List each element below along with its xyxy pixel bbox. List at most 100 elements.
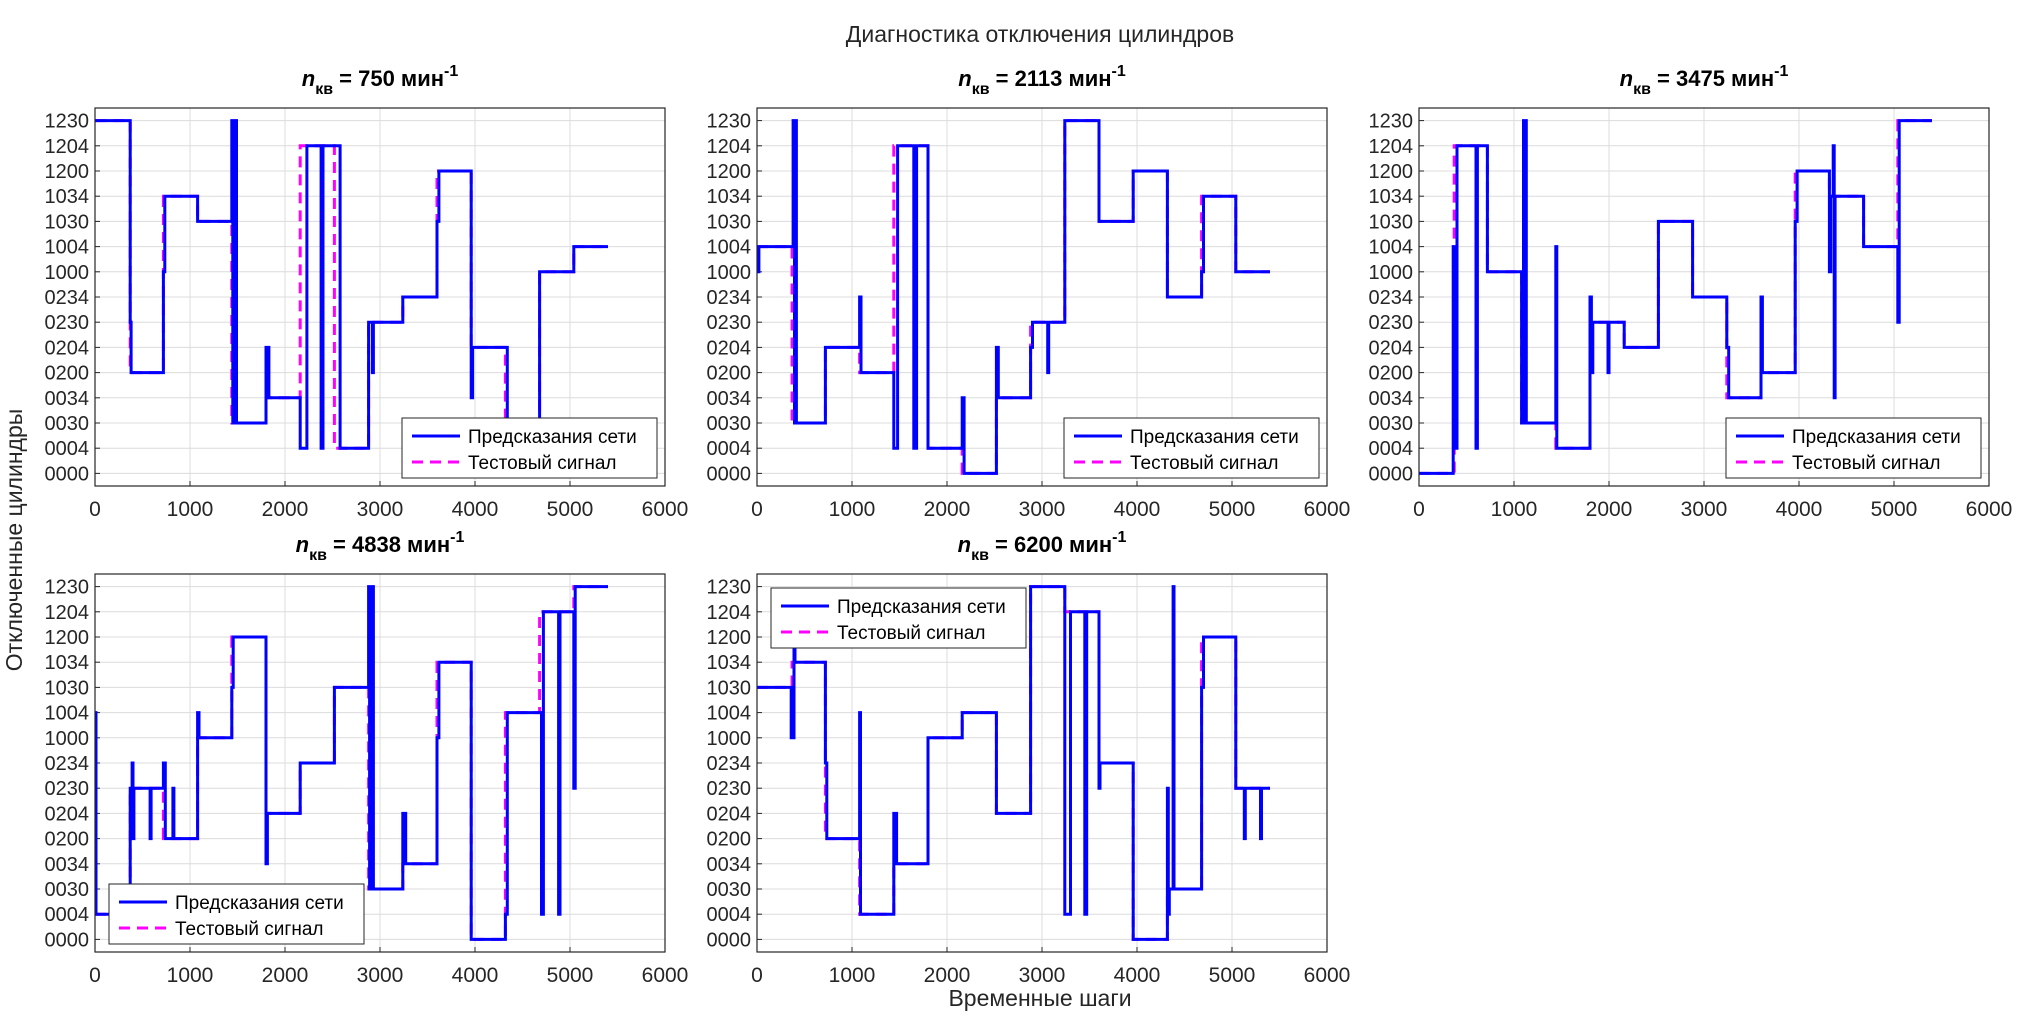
title-n: n bbox=[958, 532, 971, 557]
y-tick-label: 1034 bbox=[1369, 186, 1414, 208]
subplot-title: nкв = 4838 мин-1 bbox=[296, 529, 465, 564]
x-tick-label: 2000 bbox=[1586, 498, 1633, 521]
y-tick-label: 0004 bbox=[45, 438, 90, 460]
y-tick-label: 1034 bbox=[45, 186, 90, 208]
x-tick-label: 4000 bbox=[1776, 498, 1823, 521]
y-tick-label: 1204 bbox=[707, 602, 752, 624]
x-tick-label: 1000 bbox=[167, 964, 214, 987]
y-tick-label: 1204 bbox=[45, 602, 90, 624]
x-tick-label: 4000 bbox=[452, 498, 499, 521]
subplot-title: nкв = 750 мин-1 bbox=[302, 63, 459, 98]
y-tick-label: 1000 bbox=[707, 262, 752, 284]
y-tick-label: 0234 bbox=[707, 287, 752, 309]
y-tick-label: 1000 bbox=[707, 728, 752, 750]
y-tick-label: 1204 bbox=[45, 136, 90, 158]
legend-prediction-label: Предсказания сети bbox=[837, 597, 1006, 618]
y-tick-label: 0234 bbox=[1369, 287, 1414, 309]
y-tick-label: 1030 bbox=[707, 677, 752, 699]
subplot-4: 0 1000 2000 3000 4000 5000 6000 0000 0004 0030 003… bbox=[45, 529, 689, 987]
title-superscript: -1 bbox=[450, 529, 464, 546]
x-tick-label: 3000 bbox=[1019, 498, 1066, 521]
subplots: 0 1000 2000 3000 4000 5000 6000000000040030003… bbox=[45, 63, 2013, 987]
x-tick-label: 2000 bbox=[262, 964, 309, 987]
y-tick-label: 1000 bbox=[45, 728, 90, 750]
y-tick-label: 0200 bbox=[45, 363, 90, 385]
x-tick-label: 0 bbox=[1413, 498, 1425, 521]
figure-ylabel: Отключенные цилиндры bbox=[1, 409, 27, 672]
title-subscript: кв bbox=[309, 547, 327, 564]
title-subscript: кв bbox=[971, 547, 989, 564]
y-tick-label: 0034 bbox=[707, 854, 752, 876]
y-tick-label: 1004 bbox=[1369, 237, 1414, 259]
axes-box bbox=[756, 573, 1328, 953]
y-tick-label: 0204 bbox=[707, 337, 752, 359]
series-prediction-line bbox=[757, 585, 1270, 941]
axes-box bbox=[1418, 107, 1990, 487]
y-tick-label: 1200 bbox=[707, 161, 752, 183]
series-prediction-line bbox=[1419, 119, 1932, 475]
legend-box bbox=[108, 883, 365, 945]
y-tick-label: 1034 bbox=[707, 652, 752, 674]
x-tick-label: 3000 bbox=[1019, 964, 1066, 987]
x-tick-label: 5000 bbox=[1209, 964, 1256, 987]
legend-prediction-label: Предсказания сети bbox=[468, 427, 637, 448]
y-tick-label: 0000 bbox=[707, 463, 752, 485]
x-tick-label: 5000 bbox=[547, 964, 594, 987]
x-tick-label: 0 bbox=[751, 498, 763, 521]
y-tick-label: 0030 bbox=[707, 413, 752, 435]
y-tick-label: 0030 bbox=[707, 879, 752, 901]
y-tick-label: 0034 bbox=[1369, 388, 1414, 410]
title-n: n bbox=[302, 66, 315, 91]
y-tick-label: 1004 bbox=[707, 703, 752, 725]
title-subscript: кв bbox=[315, 81, 333, 98]
axes-box bbox=[94, 573, 666, 953]
subplot-title: nкв = 6200 мин-1 bbox=[958, 529, 1127, 564]
x-tick-label: 1000 bbox=[829, 498, 876, 521]
title-superscript: -1 bbox=[1112, 63, 1126, 80]
y-tick-label: 1004 bbox=[45, 237, 90, 259]
title-n: n bbox=[1620, 66, 1633, 91]
x-tick-label: 0 bbox=[89, 498, 101, 521]
y-tick-label: 0200 bbox=[1369, 363, 1414, 385]
legend-prediction-label: Предсказания сети bbox=[1792, 427, 1961, 448]
title-value: = 4838 мин bbox=[327, 532, 450, 557]
x-tick-label: 3000 bbox=[357, 964, 404, 987]
x-tick-label: 6000 bbox=[642, 498, 689, 521]
y-tick-label: 1230 bbox=[707, 577, 752, 599]
x-tick-label: 6000 bbox=[642, 964, 689, 987]
y-tick-label: 1030 bbox=[1369, 211, 1414, 233]
title-superscript: -1 bbox=[1112, 529, 1126, 546]
x-tick-label: 4000 bbox=[452, 964, 499, 987]
y-tick-label: 1204 bbox=[1369, 136, 1414, 158]
title-superscript: -1 bbox=[444, 63, 458, 80]
y-tick-label: 0230 bbox=[707, 312, 752, 334]
y-tick-label: 0000 bbox=[45, 463, 90, 485]
y-tick-label: 1204 bbox=[707, 136, 752, 158]
y-tick-label: 0030 bbox=[1369, 413, 1414, 435]
y-tick-label: 0030 bbox=[45, 879, 90, 901]
y-tick-label: 1034 bbox=[707, 186, 752, 208]
subplot-5: 0 1000 2000 3000 4000 5000 6000 0000 0004 0030 003… bbox=[707, 529, 1351, 987]
x-tick-label: 1000 bbox=[1491, 498, 1538, 521]
x-tick-label: 2000 bbox=[262, 498, 309, 521]
title-value: = 2113 мин bbox=[990, 66, 1112, 91]
x-tick-label: 1000 bbox=[167, 498, 214, 521]
y-tick-label: 0004 bbox=[45, 904, 90, 926]
title-superscript: -1 bbox=[1774, 63, 1788, 80]
title-value: = 6200 мин bbox=[989, 532, 1112, 557]
legend: Предсказания сети Тестовый сигнал bbox=[1725, 417, 1982, 479]
series-prediction-line bbox=[757, 119, 1270, 475]
title-value: = 3475 мин bbox=[1651, 66, 1774, 91]
legend-prediction-label: Предсказания сети bbox=[175, 893, 344, 914]
y-tick-label: 1030 bbox=[45, 211, 90, 233]
y-tick-label: 0000 bbox=[1369, 463, 1414, 485]
y-tick-label: 1200 bbox=[45, 627, 90, 649]
title-n: n bbox=[958, 66, 971, 91]
y-tick-label: 1030 bbox=[707, 211, 752, 233]
y-tick-label: 1200 bbox=[45, 161, 90, 183]
y-tick-label: 1230 bbox=[45, 111, 90, 133]
x-tick-label: 5000 bbox=[547, 498, 594, 521]
y-tick-label: 0230 bbox=[1369, 312, 1414, 334]
y-tick-label: 0204 bbox=[1369, 337, 1414, 359]
y-tick-label: 1200 bbox=[1369, 161, 1414, 183]
